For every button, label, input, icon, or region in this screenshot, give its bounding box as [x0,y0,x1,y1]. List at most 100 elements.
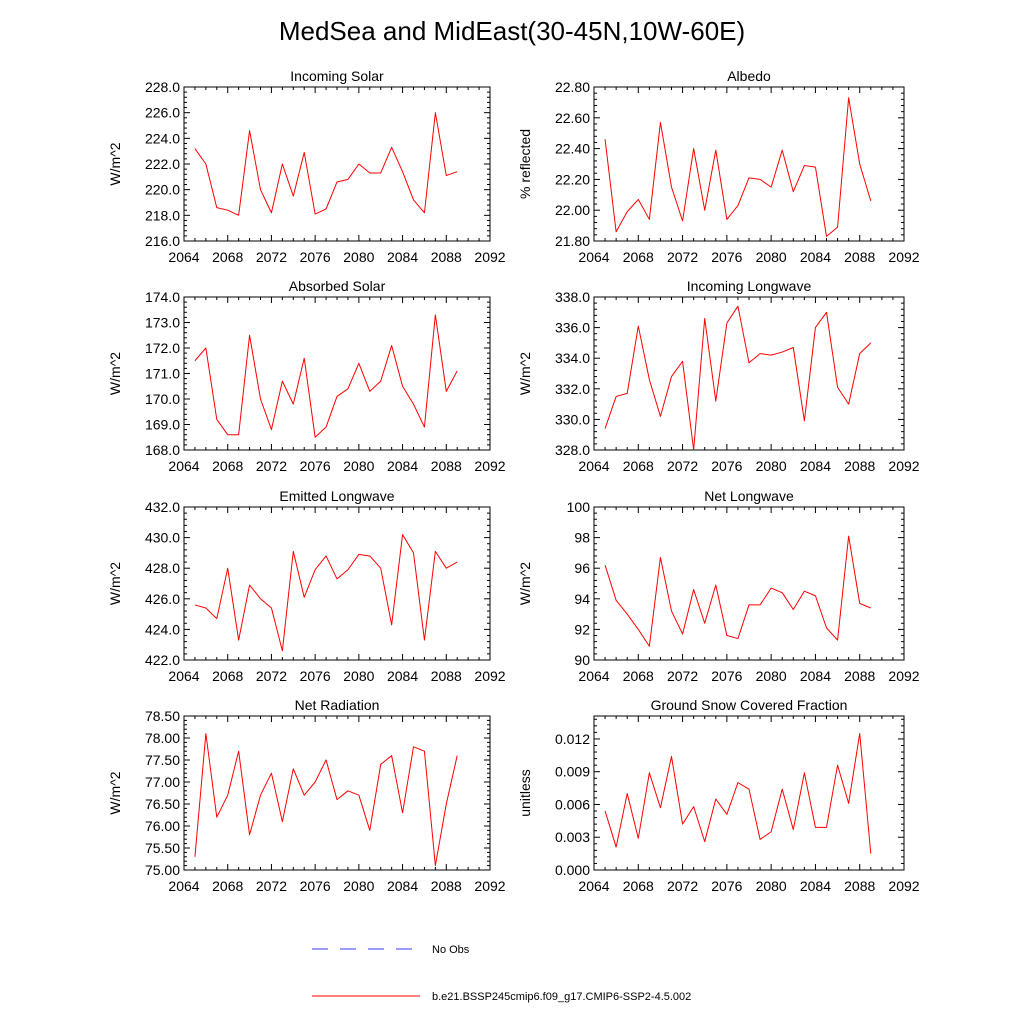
x-tick-label-absorbed-solar: 2080 [343,458,374,474]
ylabel-incoming-longwave: W/m^2 [517,352,533,395]
plot-frame-albedo [593,86,905,242]
y-tick-label-incoming-solar: 224.0 [145,130,180,146]
x-tick-label-incoming-solar: 2084 [387,249,418,265]
y-tick-label-net-radiation: 77.00 [145,774,180,790]
x-tick-label-absorbed-solar: 2068 [212,458,243,474]
series-line-net-longwave [604,535,871,647]
panels-group: Incoming Solar W/m^2 2064 2068 2072 2076 2080 2… [107,68,920,894]
panel-ground-snow-covered-fraction: Ground Snow Covered Fraction unitless 2064… [517,697,920,894]
x-tick-label-ground-snow-covered-fraction: 2072 [667,878,698,894]
panel-net-radiation: Net Radiation W/m^2 2064 2068 2072 2076 2080 20… [107,697,506,894]
y-tick-label-net-radiation: 75.50 [145,840,180,856]
x-tick-label-emitted-longwave: 2064 [168,668,199,684]
y-tick-label-ground-snow-covered-fraction: 0.009 [555,764,590,780]
y-tick-label-net-longwave: 100 [567,499,591,515]
x-tick-label-albedo: 2088 [844,249,875,265]
y-tick-label-emitted-longwave: 424.0 [145,621,180,637]
plot-frame-ground-snow-covered-fraction [593,715,905,871]
x-tick-label-incoming-longwave: 2072 [667,458,698,474]
plot-frame-incoming-longwave [593,296,905,451]
y-tick-label-incoming-solar: 222.0 [145,156,180,172]
x-tick-label-net-longwave: 2084 [800,668,831,684]
x-tick-label-incoming-solar: 2080 [343,249,374,265]
y-tick-label-net-radiation: 78.00 [145,730,180,746]
ylabel-albedo: % reflected [517,129,533,199]
y-tick-label-absorbed-solar: 173.0 [145,315,180,331]
x-tick-label-incoming-longwave: 2068 [623,458,654,474]
x-tick-label-albedo: 2064 [578,249,609,265]
x-tick-label-incoming-solar: 2092 [474,249,505,265]
x-tick-label-net-longwave: 2072 [667,668,698,684]
ylabel-emitted-longwave: W/m^2 [107,562,123,605]
x-tick-label-incoming-longwave: 2080 [756,458,787,474]
panel-title-ground-snow-covered-fraction: Ground Snow Covered Fraction [651,697,848,713]
x-tick-label-net-radiation: 2068 [212,878,243,894]
x-tick-label-absorbed-solar: 2064 [168,458,199,474]
x-tick-label-emitted-longwave: 2084 [387,668,418,684]
x-tick-label-incoming-solar: 2072 [256,249,287,265]
y-tick-label-emitted-longwave: 426.0 [145,591,180,607]
y-tick-label-ground-snow-covered-fraction: 0.012 [555,731,590,747]
y-tick-label-incoming-solar: 228.0 [145,79,180,95]
y-tick-label-incoming-longwave: 334.0 [555,350,590,366]
y-tick-label-net-radiation: 75.00 [145,862,180,878]
x-tick-label-emitted-longwave: 2092 [474,668,505,684]
x-tick-label-absorbed-solar: 2092 [474,458,505,474]
x-tick-label-net-longwave: 2064 [578,668,609,684]
x-tick-label-ground-snow-covered-fraction: 2092 [888,878,919,894]
y-tick-label-net-longwave: 90 [574,652,590,668]
y-tick-label-net-longwave: 94 [574,591,590,607]
x-tick-label-net-longwave: 2068 [623,668,654,684]
x-tick-label-albedo: 2068 [623,249,654,265]
x-tick-label-net-radiation: 2092 [474,878,505,894]
legend-label-model: b.e21.BSSP245cmip6.f09_g17.CMIP6-SSP2-4.… [432,991,691,1003]
series-line-albedo [604,97,872,237]
ylabel-net-longwave: W/m^2 [517,562,533,605]
x-tick-label-incoming-solar: 2068 [212,249,243,265]
legend: No Obs b.e21.BSSP245cmip6.f09_g17.CMIP6-… [312,944,691,1003]
plot-frame-net-longwave [593,506,905,661]
y-tick-label-net-longwave: 96 [574,560,590,576]
plot-frame-net-radiation [183,715,491,871]
x-tick-label-net-radiation: 2076 [300,878,331,894]
x-tick-label-net-longwave: 2080 [756,668,787,684]
panel-title-incoming-longwave: Incoming Longwave [687,278,812,294]
panel-incoming-longwave: Incoming Longwave W/m^2 2064 2068 2072 2076 20… [517,278,920,474]
x-tick-label-incoming-longwave: 2084 [800,458,831,474]
y-tick-label-ground-snow-covered-fraction: 0.000 [555,862,590,878]
x-tick-label-incoming-longwave: 2076 [711,458,742,474]
x-tick-label-incoming-longwave: 2064 [578,458,609,474]
x-tick-label-emitted-longwave: 2080 [343,668,374,684]
y-tick-label-net-radiation: 76.00 [145,818,180,834]
y-tick-label-emitted-longwave: 430.0 [145,530,180,546]
x-tick-label-net-longwave: 2088 [844,668,875,684]
y-tick-label-albedo: 22.80 [555,79,590,95]
series-line-emitted-longwave [194,534,458,652]
y-tick-label-absorbed-solar: 170.0 [145,391,180,407]
x-tick-label-ground-snow-covered-fraction: 2088 [844,878,875,894]
y-tick-label-absorbed-solar: 168.0 [145,442,180,458]
y-tick-label-incoming-solar: 226.0 [145,105,180,121]
panel-absorbed-solar: Absorbed Solar W/m^2 2064 2068 2072 2076 2080 2… [107,278,506,474]
y-tick-label-incoming-solar: 216.0 [145,233,180,249]
x-tick-label-net-longwave: 2076 [711,668,742,684]
x-tick-label-absorbed-solar: 2072 [256,458,287,474]
series-line-incoming-longwave [604,305,872,451]
x-tick-label-ground-snow-covered-fraction: 2068 [623,878,654,894]
x-tick-label-emitted-longwave: 2068 [212,668,243,684]
panel-title-albedo: Albedo [727,68,771,84]
y-tick-label-albedo: 22.40 [555,141,590,157]
y-tick-label-absorbed-solar: 171.0 [145,366,180,382]
y-tick-label-net-longwave: 98 [574,530,590,546]
x-tick-label-net-radiation: 2080 [343,878,374,894]
x-tick-label-incoming-longwave: 2092 [888,458,919,474]
x-tick-label-albedo: 2080 [756,249,787,265]
y-tick-label-albedo: 21.80 [555,233,590,249]
y-tick-label-emitted-longwave: 422.0 [145,652,180,668]
x-tick-label-incoming-solar: 2076 [300,249,331,265]
y-tick-label-net-radiation: 77.50 [145,752,180,768]
panel-albedo: Albedo % reflected 2064 2068 2072 2076 2080 208… [517,68,920,265]
x-tick-label-incoming-longwave: 2088 [844,458,875,474]
y-tick-label-incoming-longwave: 338.0 [555,289,590,305]
